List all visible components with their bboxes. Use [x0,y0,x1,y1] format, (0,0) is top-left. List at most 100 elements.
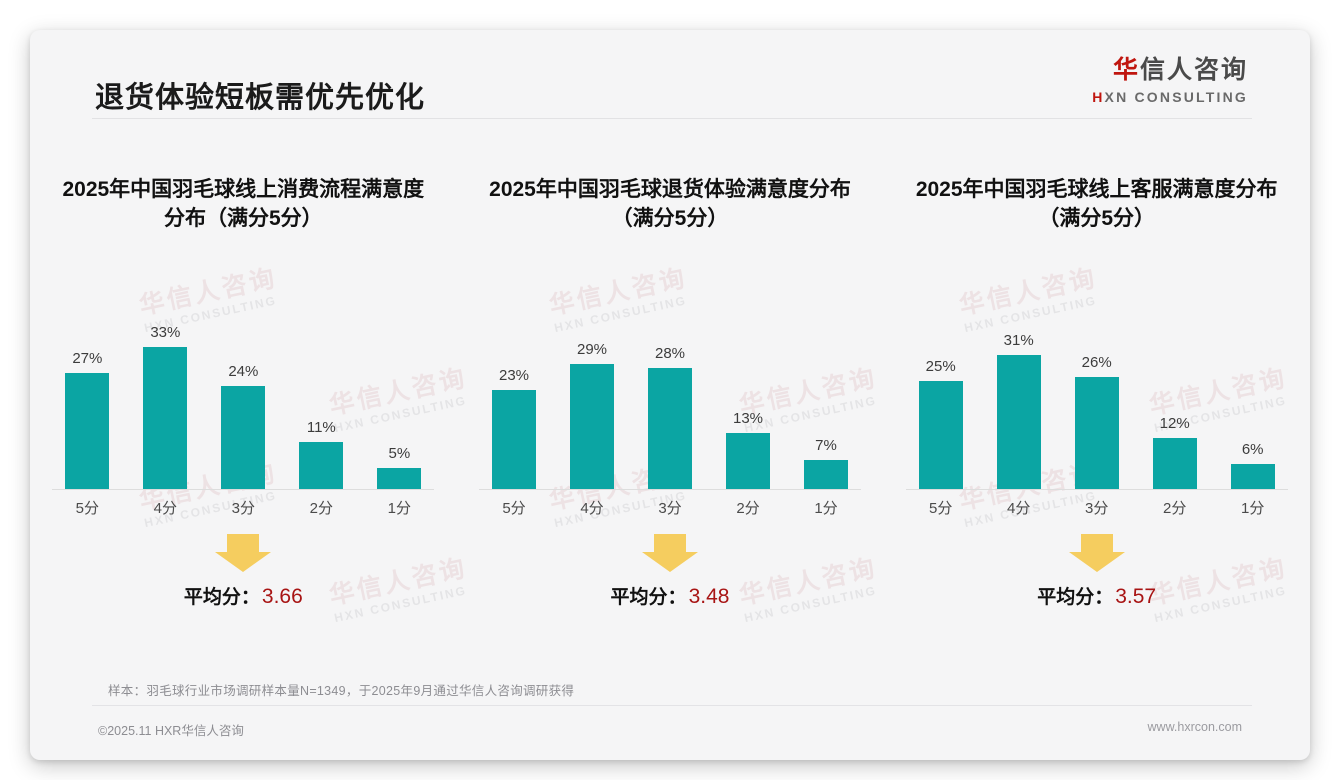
logo-chinese: 华信人咨询 [1092,58,1248,83]
bar-plot: 27% 33% 24% 11% 5% 5分 4分 3分 2分 1分 [48,310,438,522]
bar-column: 5% [363,310,435,490]
bar-column: 26% [1061,310,1133,490]
bars-container: 25% 31% 26% 12% 6% [902,310,1292,490]
bar-column: 33% [129,310,201,490]
chart-title: 2025年中国羽毛球退货体验满意度分布（满分5分） [489,178,851,230]
x-tick-labels: 5分 4分 3分 2分 1分 [902,494,1292,522]
logo-chinese-accent: 华 [1112,56,1140,84]
bar-column: 13% [712,310,784,490]
bar-column: 24% [207,310,279,490]
average-label: 平均分： [1037,586,1114,608]
average-label: 平均分： [610,586,687,608]
footer-divider [92,705,1252,706]
slide-header: 退货体验短板需优先优化 华信人咨询 HXN CONSULTING [30,30,1310,119]
charts-row: 2025年中国羽毛球线上消费流程满意度分布（满分5分） 27% 33% 24% 11%… [30,142,1310,662]
bar [143,346,188,490]
average-value: 3.66 [261,584,303,608]
bar-value-label: 31% [1003,332,1034,350]
bar-column: 23% [478,310,550,490]
x-tick-label: 5分 [502,500,526,518]
bar-column: 25% [905,310,977,490]
bars-container: 27% 33% 24% 11% 5% [48,310,438,490]
average-score-text: 平均分：3.57 [902,582,1292,609]
average-label: 平均分： [183,586,260,608]
average-value: 3.57 [1115,584,1157,608]
bar [804,459,848,490]
bar [1230,463,1275,490]
bar [299,442,344,490]
slide-card: 退货体验短板需优先优化 华信人咨询 HXN CONSULTING 华信人咨询 HX… [30,30,1310,760]
bar [1152,437,1197,490]
x-tick-label: 3分 [658,500,682,518]
bar-column: 27% [51,310,123,490]
logo-english-accent: H [1092,89,1105,105]
page-title: 退货体验短板需优先优化 [95,82,426,114]
x-tick-label: 4分 [153,500,177,518]
x-tick-label: 1分 [387,500,411,518]
x-tick-labels: 5分 4分 3分 2分 1分 [48,494,438,522]
x-tick-label: 5分 [929,500,953,518]
x-tick-label: 4分 [1007,500,1031,518]
brand-logo: 华信人咨询 HXN CONSULTING [1092,58,1248,105]
x-tick-label: 3分 [231,500,255,518]
average-block: 平均分：3.48 [475,532,865,626]
down-arrow-icon [640,532,700,579]
logo-english: HXN CONSULTING [1092,90,1248,104]
bar [726,433,770,490]
x-axis-line [905,488,1288,490]
average-block: 平均分：3.57 [902,532,1292,626]
bar-column: 31% [983,310,1055,490]
bar-value-label: 11% [306,419,336,437]
bar-value-label: 23% [498,367,530,385]
bar [492,390,536,490]
bar-value-label: 6% [1241,440,1264,458]
bar-value-label: 27% [72,349,103,367]
x-tick-label: 1分 [1241,500,1265,518]
x-axis-line [52,488,435,490]
bar [221,385,266,490]
x-tick-label: 2分 [309,500,333,518]
chart-panel-customer-service: 2025年中国羽毛球线上客服满意度分布（满分5分） 25% 31% 26% 12% 6%… [883,142,1310,662]
bars-container: 23% 29% 28% 13% 7% [475,310,865,490]
bar-value-label: 28% [654,345,686,363]
x-tick-label: 5分 [75,500,99,518]
bar-column: 11% [285,310,357,490]
logo-chinese-rest: 信人咨询 [1139,56,1248,84]
bar-value-label: 25% [925,358,956,376]
down-arrow-icon [1067,532,1127,579]
sample-footnote: 样本：羽毛球行业市场调研样本量N=1349，于2025年9月通过华信人咨询调研获… [108,684,575,698]
x-tick-label: 4分 [580,500,604,518]
bar [648,368,692,490]
bar-value-label: 12% [1159,414,1190,432]
bar [996,355,1041,490]
x-tick-label: 2分 [1163,500,1187,518]
bar [570,364,614,490]
bar-column: 12% [1139,310,1211,490]
bar [65,372,110,490]
bar-column: 6% [1217,310,1289,490]
chart-title: 2025年中国羽毛球线上消费流程满意度分布（满分5分） [62,178,425,230]
bar-value-label: 26% [1081,354,1112,372]
bar [377,468,422,490]
copyright-text: ©2025.11 HXR华信人咨询 [98,724,244,738]
slide-footer: ©2025.11 HXR华信人咨询 www.hxrcon.com [30,712,1310,760]
average-score-text: 平均分：3.66 [48,582,438,609]
average-score-text: 平均分：3.48 [475,582,865,609]
logo-english-rest: XN CONSULTING [1104,89,1248,105]
bar-value-label: 13% [732,410,764,428]
down-arrow-icon [213,532,273,579]
x-tick-labels: 5分 4分 3分 2分 1分 [475,494,865,522]
x-tick-label: 3分 [1085,500,1109,518]
average-value: 3.48 [688,584,730,608]
x-axis-line [479,488,861,490]
bar-plot: 23% 29% 28% 13% 7% 5分 4分 3分 2分 1分 [475,310,865,522]
average-block: 平均分：3.66 [48,532,438,626]
bar-value-label: 33% [150,323,181,341]
chart-title: 2025年中国羽毛球线上客服满意度分布（满分5分） [915,178,1278,230]
bar-value-label: 5% [388,445,411,463]
bar-column: 29% [556,310,628,490]
website-url: www.hxrcon.com [1147,720,1242,734]
bar-column: 28% [634,310,706,490]
bar-value-label: 7% [815,436,837,454]
header-divider [92,118,1252,119]
